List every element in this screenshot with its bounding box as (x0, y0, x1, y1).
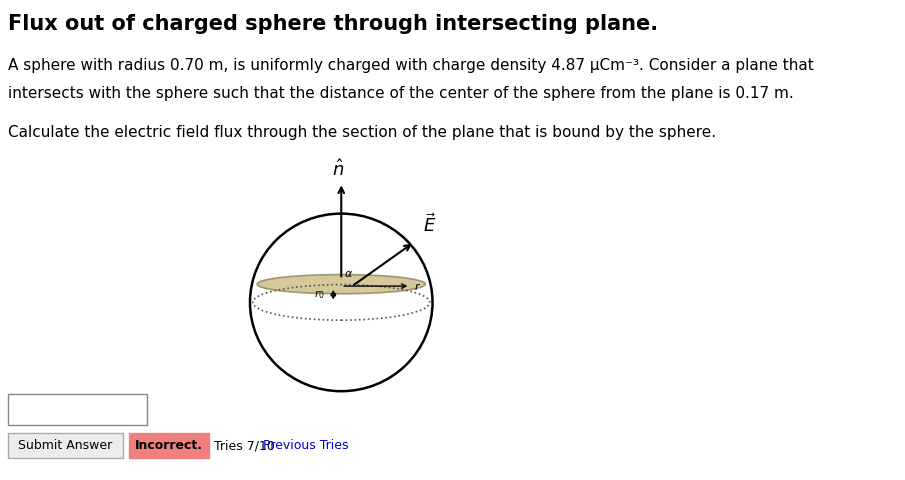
Text: $\alpha$: $\alpha$ (345, 269, 354, 279)
Text: Calculate the electric field flux through the section of the plane that is bound: Calculate the electric field flux throug… (8, 125, 716, 140)
Text: $\vec{E}$: $\vec{E}$ (423, 214, 436, 236)
Text: Flux out of charged sphere through intersecting plane.: Flux out of charged sphere through inter… (8, 14, 658, 35)
Text: $r_0$: $r_0$ (314, 288, 326, 301)
Text: $\hat{n}$: $\hat{n}$ (332, 160, 344, 180)
Text: Tries 7/10: Tries 7/10 (214, 439, 275, 453)
FancyBboxPatch shape (129, 433, 209, 458)
Text: Submit Answer: Submit Answer (18, 439, 112, 453)
FancyBboxPatch shape (8, 394, 147, 425)
Text: A sphere with radius 0.70 m, is uniformly charged with charge density 4.87 μCm⁻³: A sphere with radius 0.70 m, is uniforml… (8, 58, 814, 72)
Text: Incorrect.: Incorrect. (135, 439, 203, 453)
Ellipse shape (257, 275, 425, 294)
Text: Previous Tries: Previous Tries (263, 439, 349, 453)
FancyBboxPatch shape (8, 433, 123, 458)
Text: intersects with the sphere such that the distance of the center of the sphere fr: intersects with the sphere such that the… (8, 86, 794, 101)
Ellipse shape (250, 214, 433, 391)
Text: $r$: $r$ (414, 281, 422, 291)
